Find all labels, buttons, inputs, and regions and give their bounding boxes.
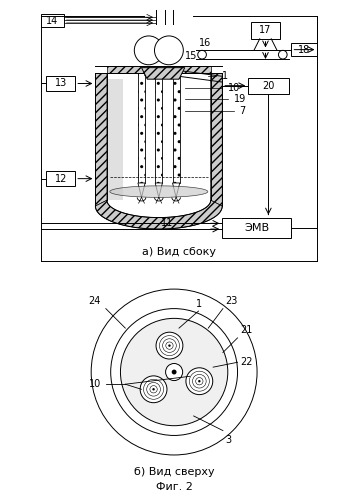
Circle shape [155, 36, 183, 65]
Text: 20: 20 [262, 81, 275, 91]
Text: 1: 1 [195, 298, 202, 308]
Text: 19: 19 [234, 94, 246, 104]
Circle shape [166, 363, 183, 381]
Text: а) Вид сбоку: а) Вид сбоку [142, 247, 216, 257]
Bar [108, 79, 123, 200]
Text: Фиг. 2: Фиг. 2 [156, 482, 193, 492]
Circle shape [156, 332, 183, 359]
Circle shape [134, 36, 163, 65]
Polygon shape [95, 73, 107, 206]
Polygon shape [141, 68, 185, 79]
Polygon shape [95, 200, 222, 229]
Bar [173, 73, 180, 183]
Text: 11: 11 [161, 219, 174, 229]
Bar [251, 21, 280, 39]
Text: 3: 3 [225, 436, 232, 446]
Bar [155, 73, 163, 183]
Text: 10: 10 [228, 83, 240, 93]
Text: б) Вид сверху: б) Вид сверху [134, 467, 214, 477]
Text: 24: 24 [88, 296, 101, 306]
Text: 13: 13 [55, 78, 67, 88]
Bar [47, 172, 75, 186]
Circle shape [91, 289, 257, 455]
Bar [248, 78, 289, 94]
Text: 18: 18 [298, 44, 310, 54]
Circle shape [186, 368, 213, 395]
Text: 16: 16 [199, 38, 211, 48]
Circle shape [153, 388, 155, 391]
Polygon shape [173, 183, 180, 198]
Text: 15: 15 [185, 51, 197, 61]
Circle shape [172, 370, 176, 374]
Polygon shape [211, 73, 222, 206]
Polygon shape [138, 183, 145, 198]
Bar [291, 43, 318, 56]
Circle shape [198, 50, 207, 59]
Text: 21: 21 [240, 325, 252, 335]
Bar [40, 14, 64, 27]
Circle shape [168, 344, 171, 347]
Text: 7: 7 [240, 106, 246, 116]
Text: 22: 22 [240, 357, 252, 367]
Circle shape [120, 318, 228, 426]
Text: ЭМВ: ЭМВ [244, 223, 270, 233]
Circle shape [111, 308, 238, 436]
Text: 1: 1 [222, 71, 228, 81]
Bar [47, 76, 75, 91]
Circle shape [198, 380, 200, 382]
Circle shape [279, 50, 287, 59]
Text: 23: 23 [225, 296, 238, 306]
Text: 12: 12 [55, 174, 67, 184]
Bar [138, 73, 145, 183]
Text: 10: 10 [89, 379, 101, 389]
Ellipse shape [110, 186, 208, 198]
Circle shape [140, 376, 167, 403]
Text: 14: 14 [46, 16, 58, 26]
Polygon shape [155, 183, 163, 198]
Bar [107, 66, 211, 73]
Text: 17: 17 [259, 25, 272, 35]
Bar [222, 218, 291, 238]
